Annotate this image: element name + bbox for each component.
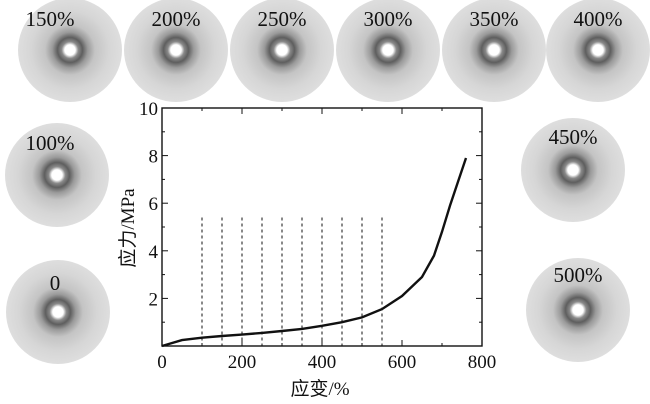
- x-tick-label: 0: [157, 352, 167, 373]
- y-tick-label: 2: [149, 289, 159, 310]
- pattern-2: 250%: [230, 0, 334, 102]
- y-tick-label: 10: [139, 99, 158, 120]
- pattern-4: 350%: [442, 0, 546, 102]
- y-tick-label: 4: [149, 242, 159, 263]
- pattern-label: 100%: [26, 131, 75, 155]
- pattern-center-spot: [573, 305, 583, 315]
- pattern-7: 450%: [521, 118, 625, 222]
- pattern-label: 450%: [549, 125, 598, 149]
- x-tick-label: 200: [228, 352, 257, 373]
- pattern-center-spot: [65, 45, 75, 55]
- pattern-center-spot: [277, 45, 287, 55]
- pattern-5: 400%: [546, 0, 650, 102]
- pattern-center-spot: [383, 45, 393, 55]
- y-tick-labels: 2 4 6 8 10: [139, 99, 159, 310]
- pattern-center-spot: [593, 45, 603, 55]
- pattern-center-spot: [171, 45, 181, 55]
- pattern-9: 500%: [526, 258, 630, 362]
- stress-strain-curve: [161, 157, 468, 348]
- pattern-label: 150%: [26, 7, 75, 31]
- pattern-3: 300%: [336, 0, 440, 102]
- x-tick-label: 800: [468, 352, 497, 373]
- pattern-label: 400%: [574, 7, 623, 31]
- pattern-0: 150%: [18, 0, 122, 102]
- pattern-label: 500%: [554, 263, 603, 287]
- pattern-label: 250%: [258, 7, 307, 31]
- pattern-8: 0: [6, 260, 110, 364]
- pattern-center-spot: [489, 45, 499, 55]
- y-tick-label: 6: [149, 194, 159, 215]
- pattern-label: 300%: [364, 7, 413, 31]
- x-tick-labels: 0 200 400 600 800: [157, 352, 496, 373]
- pattern-1: 200%: [124, 0, 228, 102]
- pattern-center-spot: [53, 307, 63, 317]
- pattern-center-spot: [568, 165, 578, 175]
- pattern-center-spot: [52, 170, 62, 180]
- scattering-patterns: 150% 200% 250% 300% 350% 400% 100% 450% 0 500%: [5, 0, 650, 364]
- pattern-6: 100%: [5, 123, 109, 227]
- y-axis-label: 应力/MPa: [117, 188, 139, 268]
- pattern-label: 0: [50, 271, 61, 295]
- plot-frame: [161, 107, 483, 347]
- x-axis-label: 应变/%: [290, 378, 349, 400]
- x-tick-label: 400: [308, 352, 337, 373]
- pattern-label: 200%: [152, 7, 201, 31]
- y-tick-label: 8: [149, 147, 159, 168]
- x-tick-label: 600: [388, 352, 417, 373]
- pattern-label: 350%: [470, 7, 519, 31]
- stress-strain-plot: 0 200 400 600 800 2 4 6 8 10 应变/% 应力/MPa: [117, 99, 496, 400]
